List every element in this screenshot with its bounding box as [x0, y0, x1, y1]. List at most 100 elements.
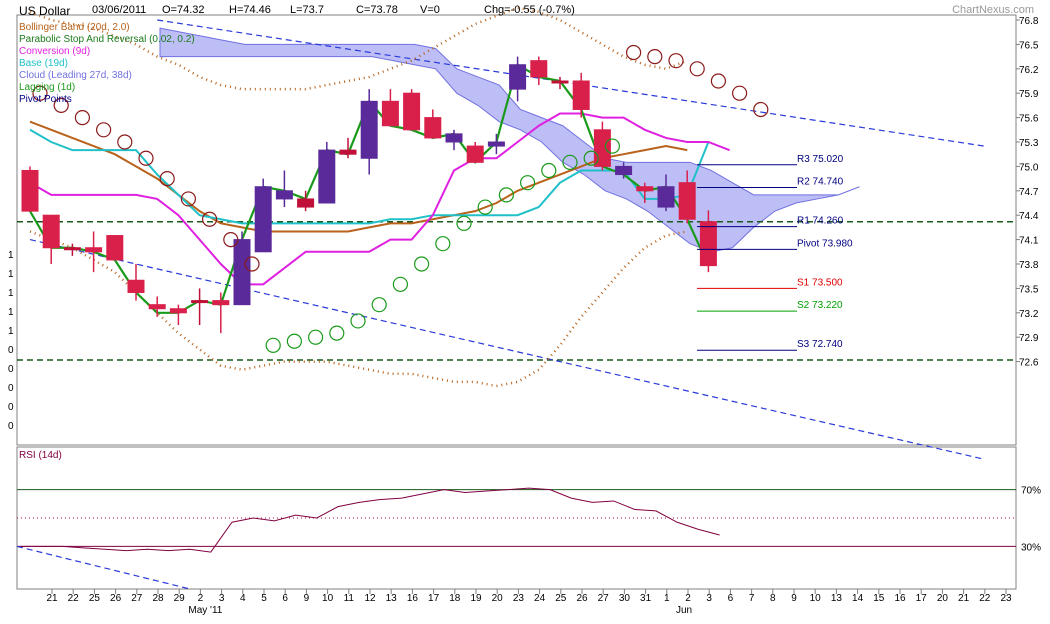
candle-body: [699, 221, 717, 267]
left-axis-label: 1: [8, 288, 14, 299]
x-tick-label: 21: [958, 593, 970, 604]
y-tick-label: 74.7: [1019, 187, 1039, 198]
sar-dot: [53, 97, 69, 114]
candle-body: [233, 239, 251, 306]
pivot-label: S2 73.220: [797, 300, 843, 311]
sar-dot: [371, 297, 387, 313]
x-tick-label: 27: [598, 593, 610, 604]
candle-body: [169, 308, 187, 314]
y-tick-label: 76.8: [1019, 16, 1039, 27]
candle-body: [339, 149, 357, 155]
rsi-line: [20, 487, 720, 553]
header-high: H=74.46: [229, 4, 271, 16]
sar-dot: [519, 175, 536, 191]
bollinger-middle: [29, 120, 688, 233]
brand-label: ChartNexus.com: [952, 4, 1034, 16]
legend-item-pivot: Pivot Points: [19, 94, 72, 105]
pivot-label: S1 73.500: [797, 277, 843, 288]
x-tick-label: 24: [534, 593, 546, 604]
x-tick-label: 6: [728, 593, 734, 604]
x-tick-label: 6: [282, 593, 288, 604]
candle-body: [275, 190, 293, 200]
sar-dot: [498, 187, 514, 203]
x-tick-label: 10: [810, 593, 822, 604]
y-tick-label: 72.6: [1019, 358, 1039, 369]
candle-body: [551, 80, 569, 84]
x-tick-label: 7: [749, 593, 755, 604]
x-tick-label: 31: [640, 593, 652, 604]
candle-body: [42, 214, 60, 249]
left-axis-label: 1: [8, 307, 14, 318]
left-axis-label: 0: [8, 364, 14, 375]
y-tick-label: 75.0: [1019, 162, 1039, 173]
candle-body: [466, 145, 484, 163]
candle-body: [212, 300, 230, 306]
legend-item-sar: Parabolic Stop And Reversal (0.02, 0.2): [19, 34, 195, 45]
x-tick-label: 21: [46, 593, 58, 604]
x-tick-label: 29: [174, 593, 186, 604]
sar-dot: [286, 333, 302, 349]
sar-dot: [435, 236, 451, 252]
base-line: [29, 128, 710, 225]
x-tick-label: 22: [68, 593, 80, 604]
sar-dot: [180, 191, 196, 207]
sar-dot: [223, 232, 239, 248]
pivot-label: R3 75.020: [797, 154, 844, 165]
legend-item-bollinger: Bollinger Band (20d, 2.0): [19, 22, 130, 33]
bollinger-lower: [29, 230, 688, 388]
left-axis-label: 0: [8, 345, 14, 356]
sar-dot: [329, 325, 345, 341]
left-axis-label: 0: [8, 383, 14, 394]
sar-dot: [392, 276, 408, 292]
chart-header: US Dollar 03/06/2011 O=74.32 H=74.46 L=7…: [0, 4, 1050, 20]
candle-body: [381, 100, 399, 127]
x-tick-label: 22: [979, 593, 991, 604]
x-tick-label: 23: [513, 593, 525, 604]
x-tick-label: 13: [386, 593, 398, 604]
bollinger-upper: [29, 6, 688, 91]
x-tick-label: 15: [873, 593, 885, 604]
sar-dot: [265, 337, 281, 353]
pivot-label: S3 72.740: [797, 339, 843, 350]
header-open: O=74.32: [162, 4, 205, 16]
x-tick-label: 4: [240, 593, 246, 604]
header-low: L=73.7: [290, 4, 324, 16]
x-tick-label: 12: [364, 593, 376, 604]
sar-dot: [753, 101, 769, 118]
symbol-title: US Dollar: [19, 4, 71, 18]
header-volume: V=0: [420, 4, 440, 16]
y-tick-label: 73.2: [1019, 309, 1039, 320]
x-tick-label: 17: [916, 593, 928, 604]
x-tick-label: 2: [685, 593, 691, 604]
x-tick-label: 3: [219, 593, 225, 604]
candle-body: [297, 198, 315, 208]
candle-body: [403, 92, 421, 131]
pivot-label: R2 74.740: [797, 177, 844, 188]
left-axis-label: 0: [8, 421, 14, 432]
pivot-label: Pivot 73.980: [797, 238, 853, 249]
left-axis-label: 1: [8, 269, 14, 280]
candle-body: [360, 100, 378, 159]
candle-body: [615, 165, 633, 176]
candle-body: [254, 186, 272, 253]
sar-dot: [32, 85, 48, 101]
legend-item-cloud: Cloud (Leading 27d, 38d): [19, 70, 132, 81]
x-tick-label: 20: [937, 593, 949, 604]
legend-item-base: Base (19d): [19, 58, 68, 69]
x-tick-label: 2: [198, 593, 204, 604]
left-axis-label: 1: [8, 326, 14, 337]
candle-body: [678, 182, 696, 220]
rsi-title: RSI (14d): [19, 450, 62, 461]
sar-dot: [159, 171, 175, 187]
x-tick-label: 14: [852, 593, 864, 604]
y-tick-label: 74.4: [1019, 211, 1039, 222]
candle-body: [593, 129, 611, 167]
candle-body: [636, 186, 654, 192]
sar-dot: [414, 256, 430, 272]
candle-body: [445, 133, 463, 143]
sar-dot: [562, 154, 578, 170]
x-tick-label: 30: [619, 593, 631, 604]
month-label: Jun: [676, 605, 692, 616]
sar-dot: [95, 122, 112, 138]
left-axis-label: 1: [8, 250, 14, 261]
